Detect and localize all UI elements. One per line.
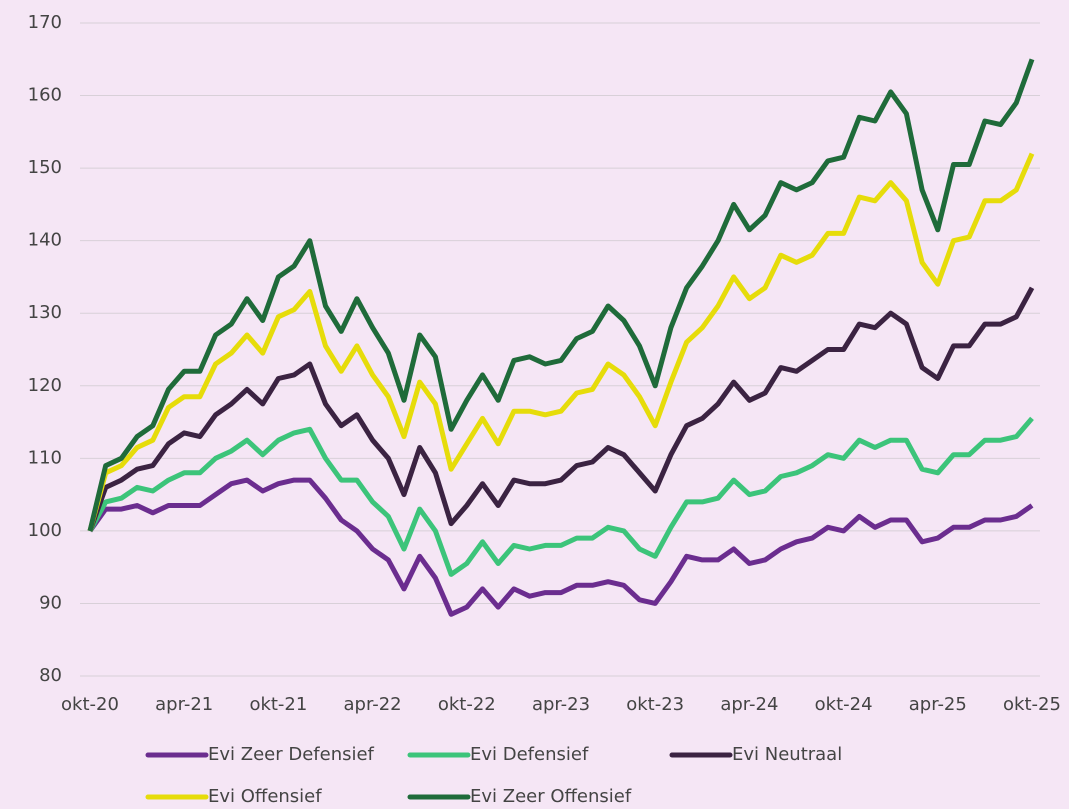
x-tick-label: okt-22 — [438, 694, 496, 715]
legend-label: Evi Zeer Offensief — [470, 786, 632, 807]
y-tick-label: 130 — [28, 302, 62, 323]
x-tick-label: okt-25 — [1003, 694, 1061, 715]
series-line — [87, 416, 1034, 577]
x-tick-label: okt-23 — [626, 694, 684, 715]
y-tick-label: 170 — [28, 12, 62, 33]
y-tick-label: 80 — [39, 665, 62, 686]
y-tick-label: 140 — [28, 230, 62, 251]
series-line — [87, 152, 1035, 532]
legend-label: Evi Offensief — [208, 786, 322, 807]
x-tick-label: okt-24 — [815, 694, 873, 715]
x-tick-label: apr-21 — [155, 694, 213, 715]
y-tick-label: 100 — [28, 520, 62, 541]
legend-label: Evi Zeer Defensief — [208, 744, 375, 765]
legend-label: Evi Neutraal — [732, 744, 842, 765]
x-tick-label: apr-22 — [344, 694, 402, 715]
series-line — [87, 58, 1035, 532]
x-tick-label: okt-20 — [61, 694, 119, 715]
y-tick-label: 160 — [28, 85, 62, 106]
y-tick-label: 150 — [28, 157, 62, 178]
x-tick-label: apr-23 — [532, 694, 590, 715]
x-tick-label: okt-21 — [249, 694, 307, 715]
x-tick-label: apr-25 — [909, 694, 967, 715]
y-tick-label: 90 — [39, 592, 62, 613]
series-line — [87, 477, 1034, 617]
legend-label: Evi Defensief — [470, 744, 589, 765]
series-line — [87, 286, 1035, 532]
y-tick-label: 110 — [28, 447, 62, 468]
x-tick-label: apr-24 — [720, 694, 778, 715]
y-tick-label: 120 — [28, 375, 62, 396]
